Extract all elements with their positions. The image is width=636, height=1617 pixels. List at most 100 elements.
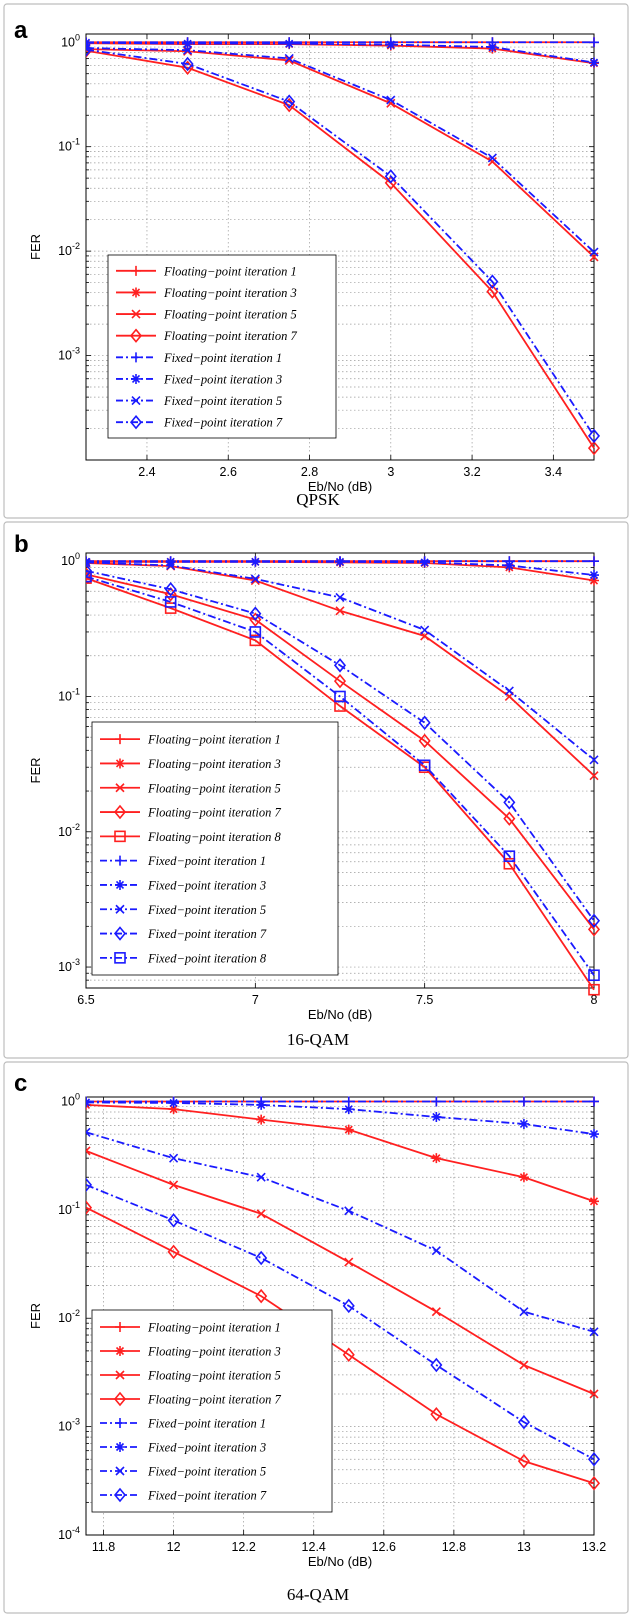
- y-tick-label: 10-2: [58, 822, 80, 839]
- legend-marker: [115, 904, 125, 914]
- y-tick-label: 10-1: [58, 1200, 80, 1217]
- chart-panel-c: c 11.8 12 12.2 12.4 12.6 12.8 13 13.2 100 10-1 10-2…: [3, 1061, 629, 1614]
- data-point: [249, 634, 262, 647]
- data-point: [587, 1476, 601, 1491]
- data-point: [486, 284, 499, 299]
- data-point: [517, 1453, 530, 1469]
- series-line-8: [86, 1184, 595, 1461]
- series-line-10: [86, 575, 595, 976]
- x-tick-label: 12.4: [302, 1540, 326, 1554]
- data-point: [589, 1196, 599, 1207]
- x-axis-label: Eb/No (dB): [308, 479, 372, 494]
- data-point: [519, 1307, 529, 1317]
- data-point: [343, 1124, 354, 1135]
- data-point: [386, 95, 396, 105]
- y-axis-label: FER: [28, 758, 43, 784]
- data-point: [384, 169, 397, 184]
- legend-label: Floating−point iteration 1: [147, 1321, 281, 1335]
- data-point: [589, 771, 599, 781]
- data-point: [503, 857, 516, 870]
- legend-label: Fixed−point iteration 1: [147, 1417, 266, 1431]
- data-point: [430, 1407, 443, 1422]
- legend-marker: [129, 328, 143, 343]
- data-point: [182, 38, 193, 49]
- y-tick-label: 100: [61, 1091, 80, 1108]
- legend-marker: [115, 758, 125, 769]
- data-point: [588, 983, 600, 996]
- data-point: [418, 715, 431, 730]
- legend-marker: [114, 952, 126, 964]
- y-axis-label: FER: [28, 234, 43, 260]
- y-tick-label: 10-4: [58, 1525, 80, 1542]
- data-point: [86, 563, 93, 579]
- legend-marker: [113, 926, 127, 941]
- legend-label: Fixed−point iteration 5: [147, 1465, 266, 1479]
- data-point: [256, 1209, 266, 1219]
- data-point: [342, 1347, 355, 1363]
- data-point: [284, 53, 294, 64]
- panel-label: b: [14, 531, 29, 558]
- data-point: [169, 1180, 179, 1190]
- legend-label: Floating−point iteration 3: [163, 286, 297, 300]
- data-point: [385, 39, 396, 50]
- data-point: [164, 582, 177, 597]
- data-point: [589, 556, 599, 567]
- legend-marker: [114, 830, 126, 843]
- legend-label: Floating−point iteration 1: [147, 733, 281, 747]
- legend-marker: [115, 879, 125, 890]
- series-line-9: [86, 569, 595, 922]
- y-tick-label: 100: [61, 32, 80, 49]
- legend-marker: [129, 414, 143, 430]
- x-tick-label: 12.2: [231, 1540, 255, 1554]
- legend-marker: [131, 309, 141, 319]
- data-point: [588, 969, 600, 982]
- legend-marker: [113, 1391, 127, 1407]
- data-point: [504, 686, 514, 696]
- data-point: [589, 1096, 599, 1107]
- data-point: [86, 1177, 93, 1193]
- data-point: [86, 1096, 91, 1107]
- data-point: [249, 606, 262, 621]
- data-point: [255, 1288, 268, 1304]
- data-point: [503, 811, 516, 826]
- data-point: [164, 602, 177, 614]
- y-tick-label: 10-2: [58, 241, 80, 258]
- legend-marker: [115, 1466, 125, 1476]
- y-tick-label: 10-3: [58, 1417, 80, 1434]
- data-point: [167, 1244, 180, 1260]
- y-tick-label: 10-3: [58, 957, 80, 974]
- series-line-4: [86, 49, 595, 449]
- y-tick-label: 10-3: [58, 346, 80, 363]
- panel-label: a: [14, 17, 28, 44]
- data-point: [165, 556, 176, 567]
- data-point: [344, 1257, 354, 1267]
- data-point: [168, 1097, 179, 1108]
- data-point: [284, 55, 294, 65]
- data-point: [587, 913, 601, 928]
- x-tick-label: 8: [591, 993, 598, 1007]
- x-tick-label: 6.5: [77, 993, 94, 1007]
- data-point: [420, 625, 430, 635]
- data-point: [504, 560, 515, 571]
- series-group: [86, 37, 601, 456]
- data-point: [333, 658, 347, 673]
- legend-label: Fixed−point iteration 5: [163, 394, 282, 408]
- y-axis-label: FER: [28, 1303, 43, 1329]
- data-point: [168, 1104, 179, 1115]
- x-tick-label: 7: [252, 993, 259, 1007]
- data-point: [503, 795, 516, 810]
- series-group: [86, 1096, 601, 1491]
- x-tick-label: 12.8: [442, 1540, 466, 1554]
- data-point: [284, 38, 295, 49]
- data-point: [342, 1298, 355, 1314]
- data-point: [335, 592, 345, 602]
- legend-box: [107, 254, 337, 439]
- y-tick-label: 100: [61, 551, 80, 568]
- data-point: [335, 606, 345, 616]
- legend-marker: [115, 1370, 125, 1380]
- data-point: [86, 1146, 91, 1156]
- data-point: [86, 1127, 91, 1137]
- x-tick-label: 11.8: [92, 1540, 115, 1554]
- data-point: [86, 557, 91, 567]
- data-point: [250, 556, 261, 567]
